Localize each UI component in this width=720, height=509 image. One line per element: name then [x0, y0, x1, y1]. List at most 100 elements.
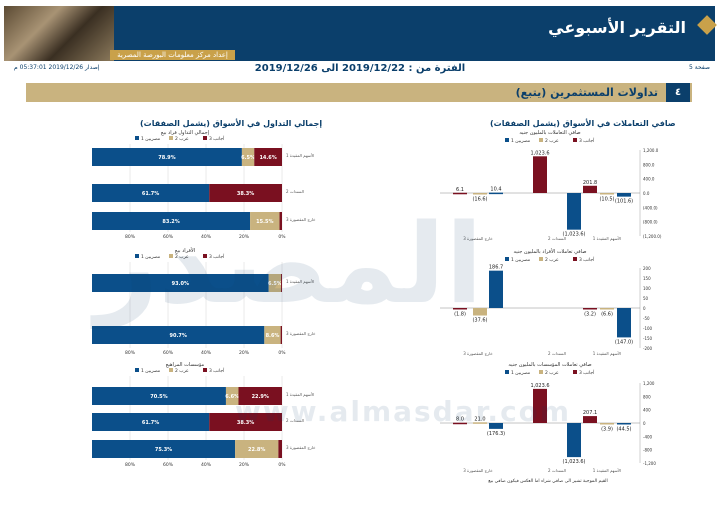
hbar-0-legend-label-0: مصريين 1 — [141, 136, 161, 142]
vbar-2-bar-2-1 — [600, 423, 614, 425]
section-title: تداولات المستثمرين (يتبع) — [515, 86, 658, 99]
vbar-2-legend-label-0: مصريين 1 — [511, 370, 531, 376]
vbar-0-bar-label-2-1: (10.5) — [599, 197, 614, 203]
vbar-0-ytick-4: (400.0) — [643, 205, 658, 210]
hbar-1-bar-1-1 — [264, 326, 281, 344]
vbar-2-bar-1-2 — [533, 388, 547, 423]
vbar-2-legend-swatch-0 — [505, 370, 509, 374]
vbar-2-bar-label-2-2: 207.1 — [583, 410, 597, 416]
vbar-1-legend-swatch-2 — [573, 257, 577, 261]
vbar-0-legend-swatch-2 — [573, 138, 577, 142]
hbar-2-legend-label-2: أجانب 3 — [209, 367, 224, 374]
vbar-0-bar-label-1-0: (1,023.6) — [563, 232, 586, 238]
vbar-2-legend-label-1: عرب 2 — [545, 370, 559, 376]
vbar-0-category-1: السندات 2 — [548, 236, 566, 241]
vbar-2-legend-swatch-2 — [573, 370, 577, 374]
hbar-0-category-2: خارج المقصورة 3 — [286, 217, 316, 222]
hbar-1-xtick-4: 0% — [278, 350, 286, 356]
hbar-1-legend-label-0: مصريين 1 — [141, 254, 161, 260]
vbar-1-bar-0-1 — [473, 308, 487, 316]
hbar-0-bar-label-0-2: 14.6% — [259, 155, 276, 161]
left-column-title: إجمالي التداول في الأسواق (يشمل الصفقات) — [140, 119, 323, 128]
vbar-1-bar-label-0-2: (1.8) — [454, 312, 466, 318]
hbar-1-category-0: الأسهم المقيدة 1 — [286, 279, 314, 284]
vbar-2-bar-label-1-0: (1,023.6) — [563, 459, 586, 465]
vbar-0-ytick-0: 1,200.0 — [643, 148, 659, 153]
hbar-1-bar-label-0-1: 6.5% — [268, 281, 282, 287]
hbar-1-bar-label-1-1: 8.6% — [266, 333, 280, 339]
vbar-2-bar-2-2 — [583, 416, 597, 423]
vbar-0-legend-label-2: أجانب 3 — [579, 137, 594, 144]
hbar-2-bar-label-2-1: 22.8% — [248, 447, 265, 453]
vbar-1-category-2: الأسهم المقيدة 1 — [593, 351, 621, 356]
vbar-0-title: صافي التعاملات بالمليون جنيه — [519, 130, 580, 136]
hbar-1-legend-label-2: أجانب 3 — [209, 253, 224, 260]
hbar-0-bar-label-0-1: 6.5% — [241, 155, 255, 161]
hbar-0-bar-1-0 — [92, 184, 210, 202]
vbar-2-category-0: خارج المقصورة 3 — [463, 468, 493, 473]
hbar-0-legend-swatch-0 — [135, 136, 139, 140]
hbar-1-legend-swatch-2 — [203, 254, 207, 258]
hbar-2-xtick-1: 60% — [163, 462, 174, 468]
vbar-2-bar-label-0-2: 8.0 — [456, 417, 464, 423]
vbar-1-legend-swatch-1 — [539, 257, 543, 261]
hbar-0-xtick-3: 20% — [239, 234, 250, 240]
hbar-2-bar-label-0-2: 22.9% — [252, 394, 269, 400]
page-label: صفحة 5 — [689, 64, 710, 71]
hbar-0-legend-swatch-1 — [169, 136, 173, 140]
hbar-2-bar-2-1 — [235, 440, 279, 458]
vbar-2-bar-2-0 — [617, 423, 631, 425]
hbar-2-bar-label-2-0: 75.3% — [155, 447, 172, 453]
vbar-1-bar-label-2-1: (6.6) — [601, 312, 613, 318]
vbar-1-bar-label-0-1: (37.6) — [472, 318, 487, 324]
vbar-0-bar-label-0-0: 10.4 — [490, 187, 501, 193]
vbar-1-ytick-3: 50 — [643, 296, 649, 301]
vbar-2-category-1: السندات 2 — [548, 468, 566, 473]
hbar-0-bar-2-1 — [250, 212, 280, 230]
vbar-0-legend-swatch-0 — [505, 138, 509, 142]
vbar-1-ytick-8: -200 — [643, 346, 653, 351]
vbar-2-bar-1-0 — [567, 423, 581, 458]
hbar-1-legend-swatch-0 — [135, 254, 139, 258]
vbar-2-ytick-0: 1,200 — [643, 381, 655, 386]
vbar-0-bar-2-1 — [600, 193, 614, 195]
issue-date: إصدار 2019/12/26 05:37:01 م — [14, 64, 100, 71]
hbar-1-category-1: خارج المقصورة 3 — [286, 331, 316, 336]
hbar-2-legend-label-1: عرب 2 — [175, 368, 189, 374]
hbar-2-category-2: خارج المقصورة 3 — [286, 445, 316, 450]
hbar-2-bar-label-1-0: 61.7% — [142, 420, 159, 426]
hbar-1-bar-label-1-0: 90.7% — [169, 333, 186, 339]
hbar-2-legend-label-0: مصريين 1 — [141, 368, 161, 374]
hbar-1-xtick-0: 80% — [125, 350, 136, 356]
vbar-1-category-0: خارج المقصورة 3 — [463, 351, 493, 356]
vbar-0-ytick-6: (1,200.0) — [643, 234, 662, 239]
hbar-2-bar-1-0 — [92, 413, 210, 431]
hbar-0-xtick-1: 60% — [163, 234, 174, 240]
vbar-1-bar-0-0 — [489, 270, 503, 308]
vbar-0-ytick-3: 0.0 — [643, 191, 650, 196]
vbar-0-legend-label-0: مصريين 1 — [511, 138, 531, 144]
vbar-2-bar-0-2 — [453, 422, 467, 425]
hbar-2-category-0: الأسهم المقيدة 1 — [286, 392, 314, 397]
vbar-0-ytick-1: 800.0 — [643, 162, 655, 167]
section-bar: ٤ تداولات المستثمرين (يتبع) — [26, 83, 692, 102]
hbar-1-title: الأفراد بيع — [175, 247, 195, 254]
hbar-2-xtick-0: 80% — [125, 462, 136, 468]
hbar-2-bar-label-0-0: 70.5% — [150, 394, 167, 400]
hbar-2-bar-label-1-2: 38.3% — [237, 420, 254, 426]
vbar-1-legend-label-2: أجانب 3 — [579, 256, 594, 263]
period-label: الفترة من : 2019/12/22 الى 2019/12/26 — [254, 63, 466, 74]
hbar-0-bar-0-2 — [254, 148, 282, 166]
vbar-2-ytick-3: 0 — [643, 421, 646, 426]
right-column-title: صافي التعاملات في الأسواق (يشمل الصفقات) — [490, 119, 676, 128]
vbar-1-bar-2-2 — [583, 308, 597, 310]
vbar-1-ytick-5: -50 — [643, 316, 650, 321]
vbar-2-legend-label-2: أجانب 3 — [579, 369, 594, 376]
hbar-1-bar-label-0-0: 93.0% — [172, 281, 189, 287]
vbar-2-legend-swatch-1 — [539, 370, 543, 374]
vbar-1-ytick-6: -100 — [643, 326, 653, 331]
vbar-1-bar-0-2 — [453, 308, 467, 310]
hbar-2-bar-2-0 — [92, 440, 236, 458]
hbar-2-legend-swatch-2 — [203, 368, 207, 372]
vbar-0-category-0: خارج المقصورة 3 — [463, 236, 493, 241]
